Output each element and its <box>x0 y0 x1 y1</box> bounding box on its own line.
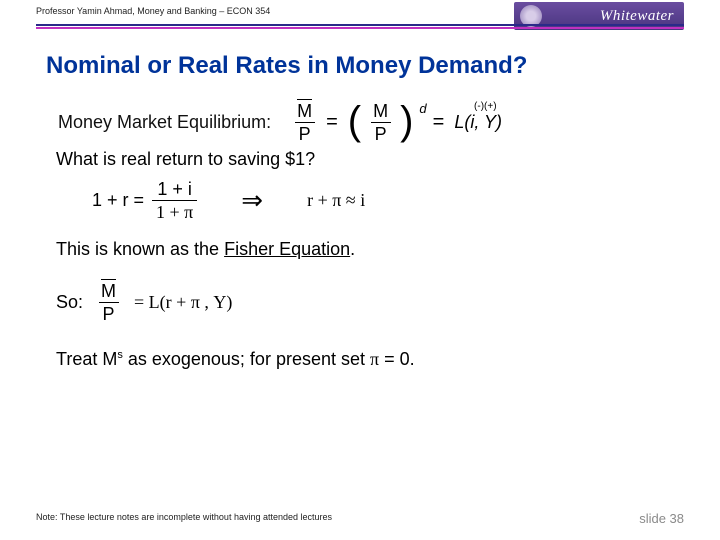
fisher-derivation: 1 + r = 1 + i 1 + π ⇒ r + π ≈ i <box>92 180 680 221</box>
mme-rhs: L(i, Y) <box>454 112 502 133</box>
so-fraction: M P <box>97 282 120 323</box>
slide-title: Nominal or Real Rates in Money Demand? <box>46 52 680 80</box>
mme-lhs-den: P <box>295 122 315 143</box>
slide-header: Professor Yamin Ahmad, Money and Banking… <box>0 0 720 40</box>
so-m-bar: M <box>101 279 116 301</box>
treat-line: Treat Ms as exogenous; for present set π… <box>56 349 680 370</box>
equals-sign-2: = <box>431 111 447 134</box>
argument-signs: (-)(+) <box>474 101 497 112</box>
fisher-lhs-pre: 1 + r = <box>92 190 144 211</box>
treat-pre: Treat M <box>56 349 117 369</box>
header-rule <box>36 24 684 30</box>
mme-mid-num: M <box>369 102 392 122</box>
slide-number: slide 38 <box>639 511 684 526</box>
treat-post: = 0. <box>379 349 415 369</box>
mme-mid-den: P <box>371 122 391 143</box>
fisher-known-pre: This is known as the <box>56 239 224 259</box>
mme-lhs-fraction: M P <box>293 102 316 143</box>
mme-mid-fraction: M P <box>369 102 392 143</box>
so-label: So: <box>56 292 83 313</box>
rule-magenta <box>36 27 684 29</box>
so-equation-row: So: M P = L(r + π , Y) <box>56 282 680 323</box>
implies-arrow-icon: ⇒ <box>205 185 299 216</box>
fisher-num: 1 + i <box>153 180 196 200</box>
logo-text: Whitewater <box>600 8 674 25</box>
mme-equation: Money Market Equilibrium: M P = ( M P ) … <box>58 102 680 143</box>
equals-sign: = <box>324 111 340 134</box>
so-rhs: = L(r + π , Y) <box>134 292 232 313</box>
fisher-equation-name: Fisher Equation <box>224 239 350 259</box>
left-paren-icon: ( <box>348 101 361 141</box>
fisher-rhs: r + π ≈ i <box>307 190 365 211</box>
so-den: P <box>99 302 119 323</box>
mme-superscript-d: d <box>419 101 426 116</box>
right-paren-icon: ) <box>400 101 413 141</box>
treat-mid: as exogenous; for present set <box>123 349 370 369</box>
fisher-fraction: 1 + i 1 + π <box>152 180 197 221</box>
fisher-den: 1 + π <box>152 200 197 221</box>
slide-content: Nominal or Real Rates in Money Demand? M… <box>0 40 720 370</box>
fisher-known-as: This is known as the Fisher Equation. <box>56 239 680 260</box>
question-real-return: What is real return to saving $1? <box>56 149 680 170</box>
rule-blue <box>36 24 684 26</box>
footer-note: Note: These lecture notes are incomplete… <box>36 512 332 522</box>
mme-label: Money Market Equilibrium: <box>58 112 271 133</box>
m-bar: M <box>297 99 312 121</box>
treat-pi: π <box>370 349 379 369</box>
